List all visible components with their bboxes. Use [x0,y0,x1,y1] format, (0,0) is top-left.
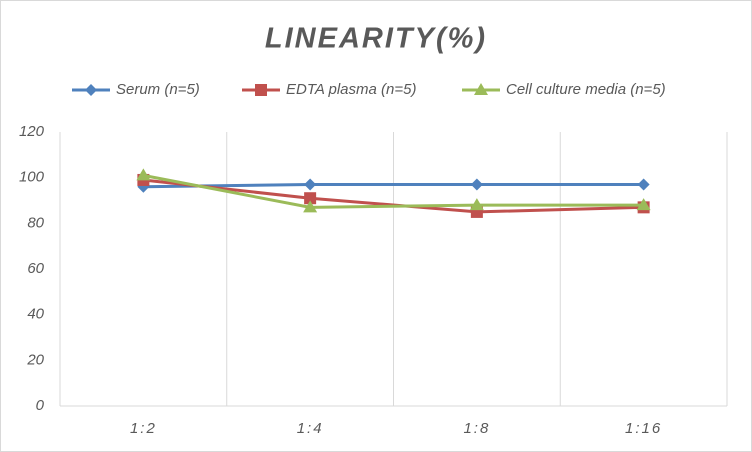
x-tick-label: 1:8 [463,420,490,437]
series-line [143,183,644,189]
x-tick-label: 1:2 [130,420,157,437]
legend-marker [255,84,267,96]
legend-label: EDTA plasma (n=5) [286,81,416,98]
y-tick-label: 80 [27,214,44,231]
y-tick-label: 20 [26,351,44,368]
data-point [136,168,151,181]
data-point [637,178,650,191]
legend-label: Serum (n=5) [116,81,200,98]
x-tick-label: 1:4 [297,420,324,437]
legend-marker [85,84,97,96]
data-point [304,192,317,205]
y-tick-label: 40 [27,306,44,323]
data-point [303,200,318,213]
data-point [304,178,317,191]
series-line [143,173,644,209]
y-tick-label: 120 [19,123,45,140]
data-point [469,198,484,211]
y-tick-label: 0 [36,397,45,414]
data-point [636,198,651,211]
y-tick-label: 100 [19,169,45,186]
chart-title: LINEARITY(%) [265,23,487,55]
data-point [470,178,483,191]
legend-marker [474,83,488,95]
y-tick-label: 60 [27,260,44,277]
legend-label: Cell culture media (n=5) [506,81,666,98]
x-tick-label: 1:16 [625,420,662,437]
